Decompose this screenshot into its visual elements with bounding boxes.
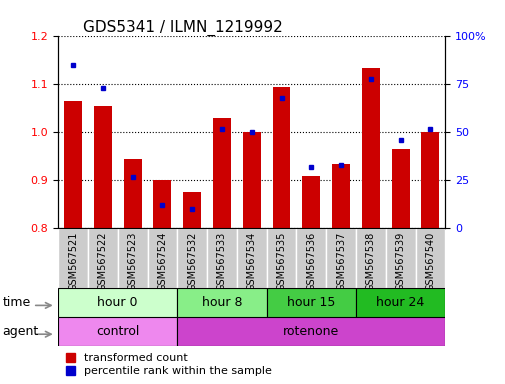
Bar (415, 228, 444, 288)
Bar (213, 118, 230, 228)
Bar (64, 101, 82, 228)
Text: GSM567539: GSM567539 (395, 232, 405, 291)
Text: GSM567536: GSM567536 (306, 232, 316, 291)
Bar (88, 228, 118, 288)
Bar (118, 228, 147, 288)
Bar (183, 192, 200, 228)
Bar (361, 68, 379, 228)
Bar (177, 317, 444, 346)
Bar (58, 288, 177, 317)
Text: GSM567537: GSM567537 (335, 232, 345, 291)
Bar (58, 228, 88, 288)
Text: hour 8: hour 8 (201, 296, 242, 309)
Bar (94, 106, 112, 228)
Bar (177, 228, 207, 288)
Bar (266, 228, 296, 288)
Text: agent: agent (3, 325, 39, 338)
Text: GDS5341 / ILMN_1219992: GDS5341 / ILMN_1219992 (83, 20, 283, 36)
Bar (331, 164, 349, 228)
Text: GSM567524: GSM567524 (157, 232, 167, 291)
Bar (147, 228, 177, 288)
Bar (153, 180, 171, 228)
Bar (355, 288, 444, 317)
Bar (421, 132, 438, 228)
Text: GSM567523: GSM567523 (127, 232, 137, 291)
Bar (296, 228, 326, 288)
Bar (355, 228, 385, 288)
Bar (236, 228, 266, 288)
Text: GSM567532: GSM567532 (187, 232, 197, 291)
Text: GSM567522: GSM567522 (97, 232, 108, 291)
Bar (302, 176, 320, 228)
Bar (58, 317, 177, 346)
Text: hour 0: hour 0 (97, 296, 138, 309)
Text: GSM567540: GSM567540 (425, 232, 434, 291)
Bar (385, 228, 415, 288)
Bar (207, 228, 236, 288)
Text: GSM567521: GSM567521 (68, 232, 78, 291)
Bar (326, 228, 355, 288)
Bar (177, 288, 266, 317)
Text: hour 15: hour 15 (286, 296, 335, 309)
Text: GSM567538: GSM567538 (365, 232, 375, 291)
Bar (266, 288, 355, 317)
Text: GSM567535: GSM567535 (276, 232, 286, 291)
Bar (272, 87, 290, 228)
Text: GSM567534: GSM567534 (246, 232, 256, 291)
Text: GSM567533: GSM567533 (217, 232, 227, 291)
Legend: transformed count, percentile rank within the sample: transformed count, percentile rank withi… (64, 351, 273, 379)
Text: control: control (96, 325, 139, 338)
Text: rotenone: rotenone (283, 325, 339, 338)
Text: hour 24: hour 24 (376, 296, 424, 309)
Bar (242, 132, 260, 228)
Bar (391, 149, 409, 228)
Text: time: time (3, 296, 31, 309)
Bar (123, 159, 141, 228)
